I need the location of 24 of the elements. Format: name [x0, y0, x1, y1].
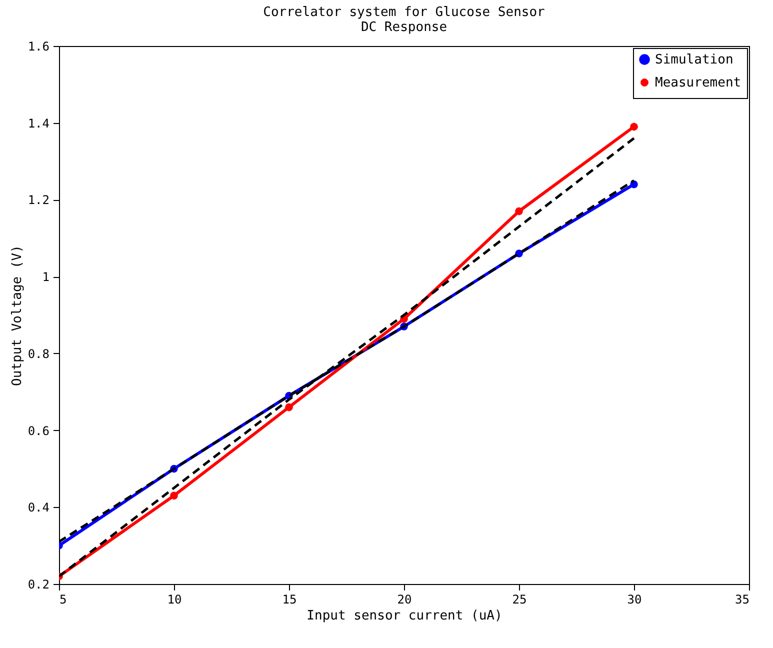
x-tick-label: 15	[282, 592, 297, 606]
x-tick-label: 20	[397, 592, 412, 606]
point	[168, 490, 180, 501]
x-tick-label: 10	[167, 592, 182, 606]
x-axis-title: Input sensor current (uA)	[306, 608, 502, 624]
point	[514, 206, 524, 216]
y-tick-label: 1.4	[28, 116, 50, 130]
y-tick-label: 1.2	[28, 193, 50, 208]
y-tick-label: 0.6	[28, 424, 50, 438]
y-tick-label: 0.2	[28, 578, 50, 592]
x-tick-label: 30	[627, 592, 642, 606]
chart-subtitle: DC Response	[360, 20, 448, 35]
point	[284, 402, 294, 412]
y-tick-label: 0.8	[28, 346, 50, 361]
chart-title: Correlator system for Glucose Sensor	[263, 5, 546, 20]
y-axis-title: Output Voltage (V)	[10, 245, 25, 386]
x-tick-label: 35	[735, 592, 750, 606]
x-tick-label: 25	[512, 592, 527, 606]
x-tick-label: 5	[60, 592, 67, 606]
y-tick-label: 0.4	[28, 500, 50, 515]
y-tick-label: 1.6	[28, 40, 50, 54]
y-tick-label: 1	[42, 270, 50, 284]
legend-label: Simulation	[655, 52, 734, 68]
legend-label: Measurement	[655, 76, 742, 90]
